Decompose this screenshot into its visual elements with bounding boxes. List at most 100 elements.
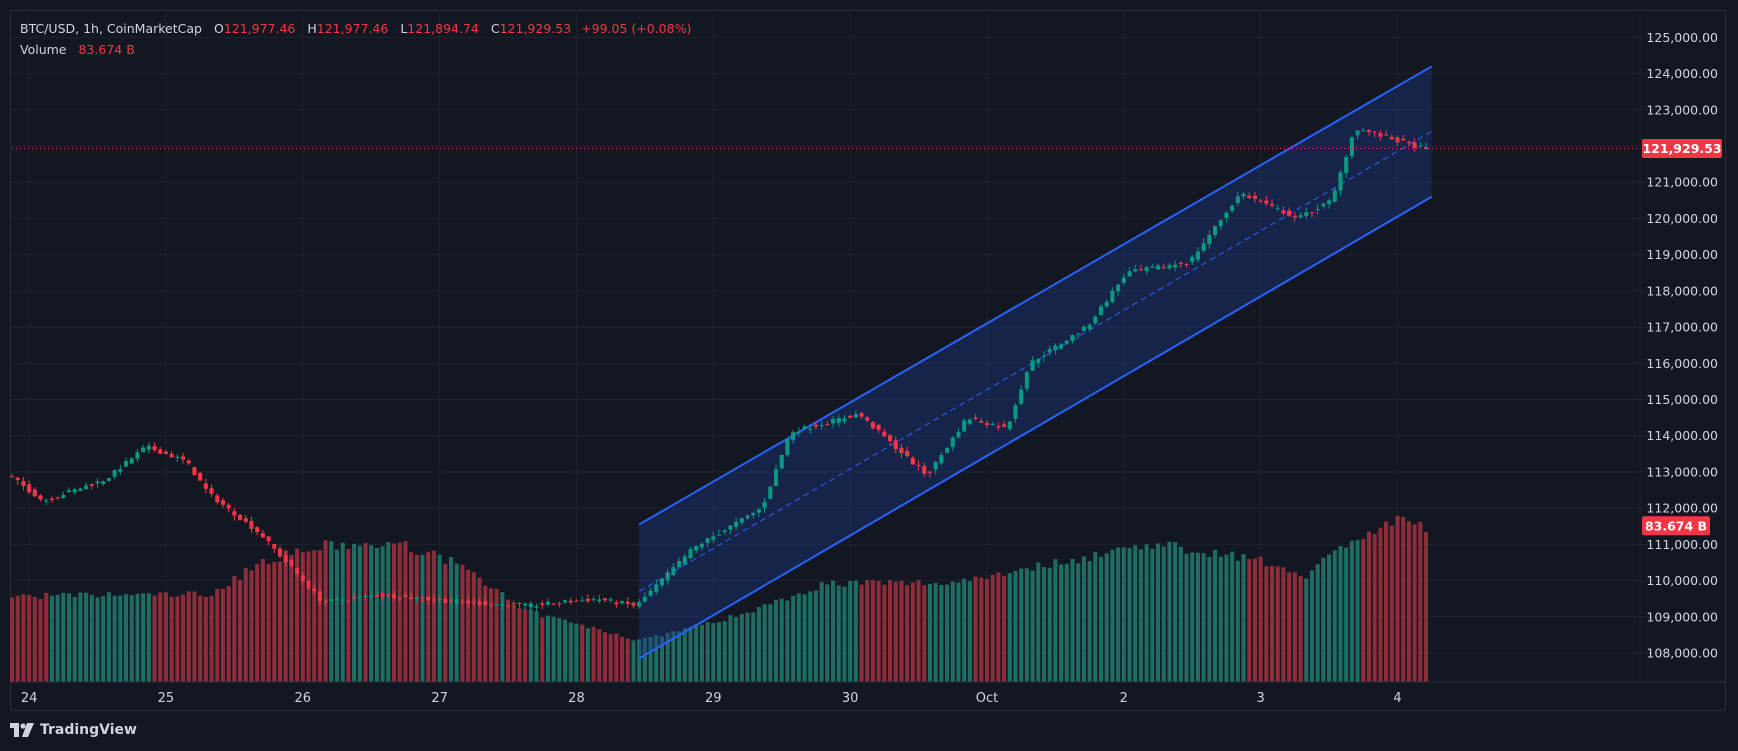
candle [699,543,704,548]
candle [163,451,168,454]
candle [728,525,733,530]
channel-upper-line[interactable] [638,65,1433,526]
volume-bar [471,572,476,682]
candle [460,601,465,603]
candle [620,601,625,604]
volume-bar [49,595,54,682]
volume-bar [984,578,990,682]
volume-bar [1110,549,1115,682]
channel-mid-line[interactable] [638,131,1432,592]
candle [61,494,66,498]
candle [15,477,20,481]
volume-bar [905,585,910,682]
volume-bar [1087,561,1092,682]
candle [266,536,271,542]
candle [745,515,750,519]
footer-brand[interactable]: TradingView [10,722,137,738]
y-tick-label: 109,000.00 [1646,609,1718,624]
volume-bar [1327,554,1332,682]
volume-bar [352,543,357,682]
candle [1235,196,1240,204]
candle [9,476,15,478]
volume-bar [505,599,511,682]
volume-bar [334,549,340,682]
volume-bar [1344,547,1349,682]
candle [66,490,72,492]
candle [334,599,340,601]
volume-bar [243,567,248,682]
volume-bar [1093,551,1098,682]
x-tick-label: 30 [842,691,859,706]
candle [1155,265,1161,270]
volume-bar [420,554,425,682]
volume-bar [728,615,733,682]
candle [916,464,921,466]
volume-bar [112,595,117,682]
candle [255,527,260,532]
candle [984,423,990,426]
volume-bar [956,582,961,682]
volume-bar [1287,572,1292,682]
volume-bar [665,632,670,682]
candle [882,431,887,437]
candle [950,437,955,448]
volume-bar [380,546,385,682]
change-value: +99.05 (+0.08%) [581,21,692,36]
volume-bar [591,626,596,682]
volume-bar [608,634,613,682]
volume-bar [734,617,739,682]
volume-bar [1030,570,1035,682]
candle [796,431,801,433]
channel-lower-line[interactable] [638,195,1433,660]
symbol-label[interactable]: BTC/USD, 1h, CoinMarketCap [20,21,202,36]
candle [751,513,756,516]
candle [893,440,898,450]
candle [209,488,214,494]
candle [471,601,476,603]
y-tick-label: 117,000.00 [1646,320,1718,335]
volume-bar [648,637,653,682]
candle [374,595,379,597]
volume-bar [585,628,590,682]
volume-label[interactable]: Volume [20,42,67,57]
candle [802,426,807,429]
candle [979,420,984,423]
candle [363,595,368,597]
volume-bar [409,552,414,682]
volume-bar [1167,541,1172,682]
candle [870,422,875,429]
volume-bar [620,636,625,682]
y-tick-label: 108,000.00 [1646,646,1718,661]
volume-bar [945,584,950,682]
volume-bar [1218,556,1223,682]
volume-bar [762,604,767,682]
candle [1036,359,1041,364]
candle [89,484,94,486]
parallel-channel-fill[interactable] [639,66,1432,659]
candle [642,596,647,602]
volume-bar [1116,547,1121,682]
volume-bar [1332,550,1337,682]
candle [1098,306,1104,316]
y-tick-label: 116,000.00 [1646,356,1718,371]
volume-bar [169,596,174,682]
candle [118,469,123,472]
volume-bar [1275,566,1280,682]
candle [186,460,191,464]
candle [1144,267,1149,272]
candle [922,466,927,474]
candle [625,601,630,604]
volume-bar [181,594,186,682]
volume-bar [135,593,140,682]
volume-bar [369,545,374,682]
volume-bar [631,640,636,682]
volume-bar [129,595,134,682]
candle [785,439,790,456]
candle [44,500,49,502]
volume-bar [922,585,927,682]
candle [1401,138,1406,141]
volume-bar [1104,553,1109,682]
volume-bar [967,581,972,682]
volume-bar [141,593,146,682]
